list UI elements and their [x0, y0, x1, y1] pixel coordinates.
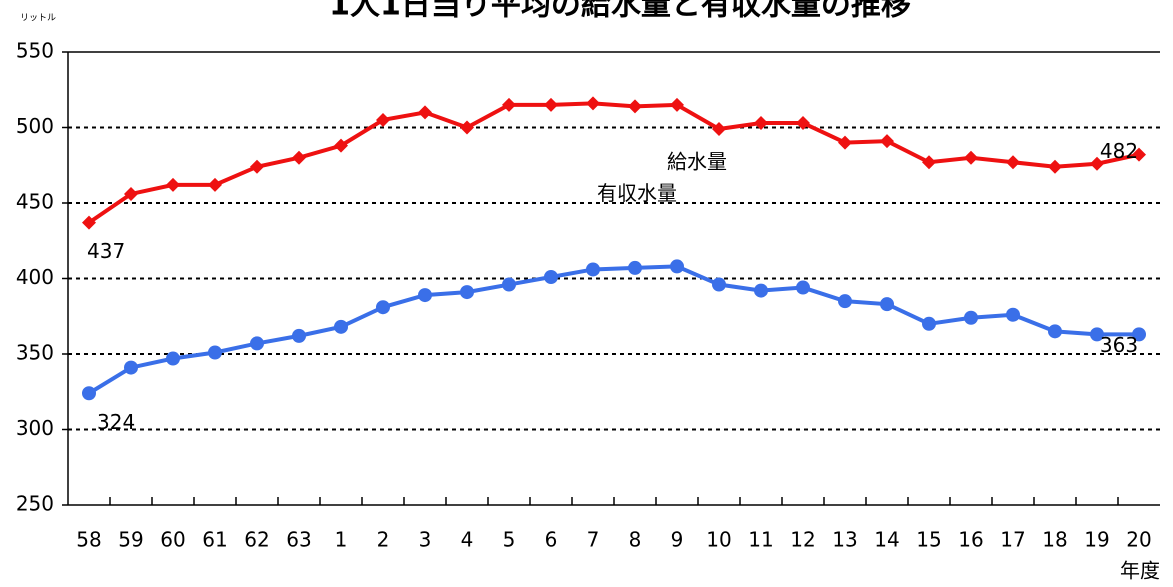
marker: [334, 319, 348, 334]
data-label: 324: [97, 410, 135, 434]
marker: [1006, 307, 1020, 322]
marker: [418, 105, 432, 120]
marker: [838, 135, 852, 150]
x-tick-label: 16: [958, 528, 983, 552]
x-tick-label: 20: [1126, 528, 1151, 552]
y-axis-label: リットル: [20, 14, 56, 24]
marker: [670, 97, 684, 112]
marker: [1132, 147, 1146, 162]
y-tick-label: 250: [16, 492, 54, 516]
x-tick-label: 58: [76, 528, 101, 552]
y-tick-label: 300: [16, 416, 54, 440]
x-tick-label: 19: [1084, 528, 1109, 552]
chart-title: 1人1日当り平均の給水量と有収水量の推移: [329, 0, 911, 23]
x-tick-label: 11: [748, 528, 773, 552]
marker: [1090, 327, 1104, 342]
x-tick-label: 2: [377, 528, 390, 552]
marker: [880, 134, 894, 149]
marker: [1090, 156, 1104, 171]
series-name-label: 有収水量: [597, 181, 677, 205]
x-tick-label: 14: [874, 528, 899, 552]
marker: [460, 120, 474, 135]
x-tick-label: 4: [461, 528, 474, 552]
x-tick-label: 1: [335, 528, 348, 552]
marker: [922, 155, 936, 170]
marker: [1132, 327, 1146, 342]
marker: [82, 215, 96, 230]
x-tick-label: 8: [629, 528, 642, 552]
marker: [418, 288, 432, 303]
marker: [796, 280, 810, 295]
marker: [880, 297, 894, 312]
marker: [124, 186, 138, 201]
marker: [376, 300, 390, 315]
x-tick-label: 7: [587, 528, 600, 552]
marker: [1048, 159, 1062, 174]
marker: [292, 328, 306, 343]
marker: [208, 177, 222, 192]
marker: [208, 345, 222, 360]
y-tick-label: 550: [16, 39, 54, 63]
data-label: 482: [1100, 139, 1138, 163]
series-name-label: 給水量: [667, 150, 727, 174]
marker: [712, 277, 726, 292]
data-label: 437: [87, 239, 125, 263]
marker: [250, 159, 264, 174]
y-tick-label: 350: [16, 341, 54, 365]
marker: [586, 96, 600, 111]
x-tick-label: 10: [706, 528, 731, 552]
series-line: [87, 101, 1140, 225]
x-tick-label: 6: [545, 528, 558, 552]
marker: [964, 150, 978, 165]
x-tick-label: 15: [916, 528, 941, 552]
marker: [754, 283, 768, 298]
x-tick-label: 17: [1000, 528, 1025, 552]
marker: [460, 285, 474, 300]
x-tick-label: 5: [503, 528, 516, 552]
x-tick-label: 63: [286, 528, 311, 552]
marker: [250, 336, 264, 351]
series-line: [87, 264, 1139, 395]
x-tick-label: 18: [1042, 528, 1067, 552]
marker: [670, 259, 684, 274]
marker: [712, 122, 726, 137]
x-tick-label: 59: [118, 528, 143, 552]
marker: [628, 260, 642, 275]
marker: [964, 310, 978, 325]
marker: [922, 316, 936, 331]
marker: [838, 294, 852, 309]
x-tick-label: 60: [160, 528, 185, 552]
marker: [544, 97, 558, 112]
marker: [166, 177, 180, 192]
marker: [292, 150, 306, 165]
x-axis-label: 年度: [1120, 559, 1160, 583]
marker: [1006, 155, 1020, 170]
marker: [754, 115, 768, 130]
x-tick-label: 3: [419, 528, 432, 552]
x-tick-label: 61: [202, 528, 227, 552]
marker: [82, 386, 96, 401]
x-tick-label: 13: [832, 528, 857, 552]
marker: [502, 97, 516, 112]
marker: [166, 351, 180, 366]
data-label: 363: [1100, 333, 1138, 357]
marker: [334, 138, 348, 153]
marker: [628, 99, 642, 114]
x-tick-label: 12: [790, 528, 815, 552]
marker: [796, 115, 810, 130]
marker: [502, 277, 516, 292]
marker: [1048, 324, 1062, 339]
marker: [124, 360, 138, 375]
y-tick-label: 400: [16, 265, 54, 289]
marker: [544, 269, 558, 284]
x-tick-label: 9: [671, 528, 684, 552]
y-tick-label: 450: [16, 190, 54, 214]
x-tick-label: 62: [244, 528, 269, 552]
y-tick-label: 500: [16, 114, 54, 138]
marker: [376, 112, 390, 127]
marker: [586, 262, 600, 277]
